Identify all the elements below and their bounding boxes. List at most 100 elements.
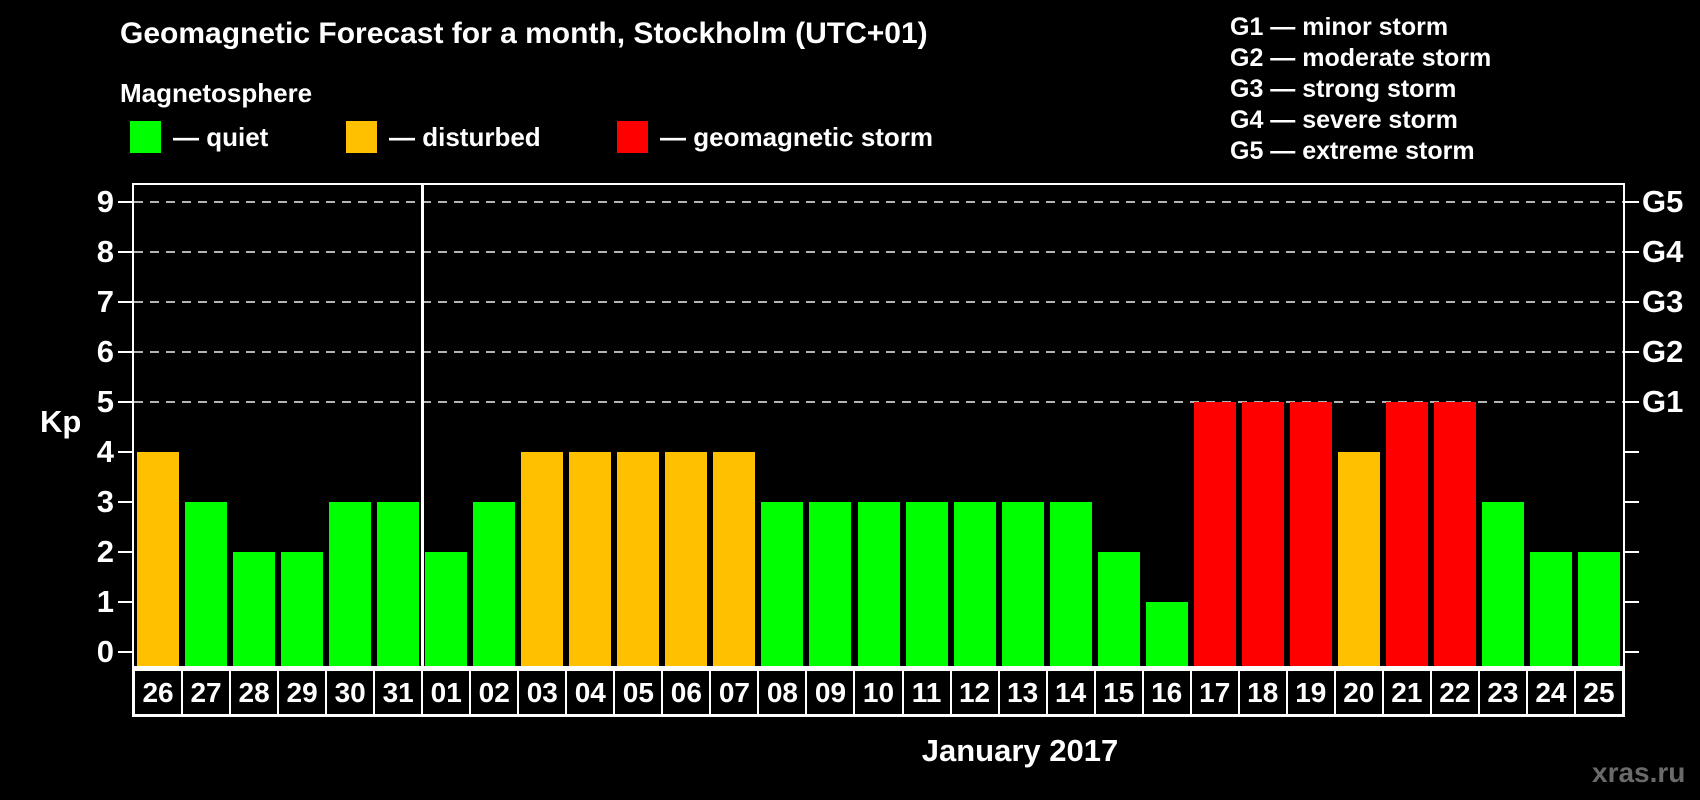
kp-bar-day-21: [1386, 402, 1428, 666]
kp-bar-day-06: [665, 452, 707, 666]
y-tick-label-7: 7: [96, 284, 114, 319]
day-cell-24: 24: [1526, 670, 1575, 715]
kp-bar-day-20: [1338, 452, 1380, 666]
day-cell-14: 14: [1046, 670, 1095, 715]
gridline-kp9: [134, 201, 1623, 203]
y-tick-label-9: 9: [96, 184, 114, 219]
g-legend-line-g3: G3 — strong storm: [1230, 75, 1457, 103]
y-tick-label-5: 5: [96, 384, 114, 419]
g-scale-label-g2: G2: [1642, 334, 1684, 369]
g-legend-line-g2: G2 — moderate storm: [1230, 44, 1492, 72]
legend-item-quiet: — quiet: [130, 121, 268, 153]
kp-bar-day-22: [1434, 402, 1476, 666]
legend-label-storm: — geomagnetic storm: [660, 121, 934, 152]
day-cell-07: 07: [710, 670, 759, 715]
kp-bar-day-03: [521, 452, 563, 666]
g-legend-line-g5: G5 — extreme storm: [1230, 137, 1475, 165]
kp-bar-day-12: [954, 502, 996, 666]
kp-bar-day-19: [1290, 402, 1332, 666]
left-axis-tick: [118, 351, 132, 353]
left-axis-tick: [118, 651, 132, 653]
right-axis-tick: [1625, 551, 1639, 553]
day-cell-23: 23: [1478, 670, 1527, 715]
right-axis-tick: [1625, 251, 1639, 253]
day-cell-03: 03: [518, 670, 567, 715]
y-tick-label-1: 1: [96, 584, 114, 619]
kp-bar-day-05: [617, 452, 659, 666]
kp-bar-day-16: [1146, 602, 1188, 666]
right-axis-tick: [1625, 401, 1639, 403]
day-cell-26: 26: [134, 670, 183, 715]
month-separator-line: [421, 185, 424, 666]
left-axis-tick: [118, 451, 132, 453]
right-axis-tick: [1625, 201, 1639, 203]
kp-bar-day-15: [1098, 552, 1140, 666]
left-axis-tick: [118, 401, 132, 403]
quiet-swatch-icon: [130, 121, 161, 153]
day-cell-10: 10: [854, 670, 903, 715]
day-cell-25: 25: [1574, 670, 1623, 715]
day-cell-02: 02: [470, 670, 519, 715]
day-cell-11: 11: [902, 670, 951, 715]
y-tick-label-3: 3: [96, 484, 114, 519]
kp-bar-day-14: [1050, 502, 1092, 666]
left-axis-tick: [118, 501, 132, 503]
y-axis-title: Kp: [40, 404, 82, 439]
kp-bar-day-13: [1002, 502, 1044, 666]
gridline-kp8: [134, 251, 1623, 253]
y-tick-label-0: 0: [96, 634, 114, 669]
day-cell-20: 20: [1334, 670, 1383, 715]
left-axis-tick: [118, 301, 132, 303]
right-axis-tick: [1625, 601, 1639, 603]
left-axis-tick: [118, 551, 132, 553]
kp-bar-day-30: [329, 502, 371, 666]
day-cell-30: 30: [326, 670, 375, 715]
y-tick-label-2: 2: [96, 534, 114, 569]
right-axis-tick: [1625, 451, 1639, 453]
kp-bar-day-27: [185, 502, 227, 666]
plot-area: [132, 183, 1625, 668]
chart-title: Geomagnetic Forecast for a month, Stockh…: [120, 17, 928, 50]
day-cell-29: 29: [278, 670, 327, 715]
kp-bar-day-28: [233, 552, 275, 666]
kp-bar-day-31: [377, 502, 419, 666]
g-legend-line-g4: G4 — severe storm: [1230, 106, 1458, 134]
right-axis-tick: [1625, 301, 1639, 303]
x-axis-title: January 2017: [921, 733, 1119, 768]
day-cell-04: 04: [566, 670, 615, 715]
kp-bar-day-01: [425, 552, 467, 666]
right-axis-tick: [1625, 501, 1639, 503]
g-scale-label-g3: G3: [1642, 284, 1684, 319]
kp-bar-day-26: [137, 452, 179, 666]
day-cell-01: 01: [422, 670, 471, 715]
day-cell-28: 28: [230, 670, 279, 715]
kp-bar-day-04: [569, 452, 611, 666]
kp-bar-day-23: [1482, 502, 1524, 666]
x-axis-day-labels: 26 27 28 29 30 31 01 02 03 04 05 06 07 08 09 10 11 12 13 14…: [132, 668, 1625, 717]
day-cell-12: 12: [950, 670, 999, 715]
legend-item-storm: — geomagnetic storm: [617, 121, 933, 153]
day-cell-05: 05: [614, 670, 663, 715]
kp-bar-day-17: [1194, 402, 1236, 666]
kp-bar-day-18: [1242, 402, 1284, 666]
day-cell-09: 09: [806, 670, 855, 715]
left-axis-tick: [118, 601, 132, 603]
day-cell-21: 21: [1382, 670, 1431, 715]
kp-bar-day-25: [1578, 552, 1620, 666]
kp-bar-day-08: [761, 502, 803, 666]
g-scale-label-g4: G4: [1642, 234, 1684, 269]
kp-bar-day-09: [809, 502, 851, 666]
g-scale-label-g1: G1: [1642, 384, 1684, 419]
y-tick-label-4: 4: [96, 434, 114, 469]
day-cell-17: 17: [1190, 670, 1239, 715]
y-tick-label-6: 6: [96, 334, 114, 369]
legend-item-disturbed: — disturbed: [346, 121, 541, 153]
legend-label-quiet: — quiet: [173, 121, 269, 152]
gridline-kp5: [134, 401, 1623, 403]
right-axis-tick: [1625, 351, 1639, 353]
kp-bar-day-29: [281, 552, 323, 666]
day-cell-19: 19: [1286, 670, 1335, 715]
day-cell-22: 22: [1430, 670, 1479, 715]
g-scale-label-g5: G5: [1642, 184, 1684, 219]
